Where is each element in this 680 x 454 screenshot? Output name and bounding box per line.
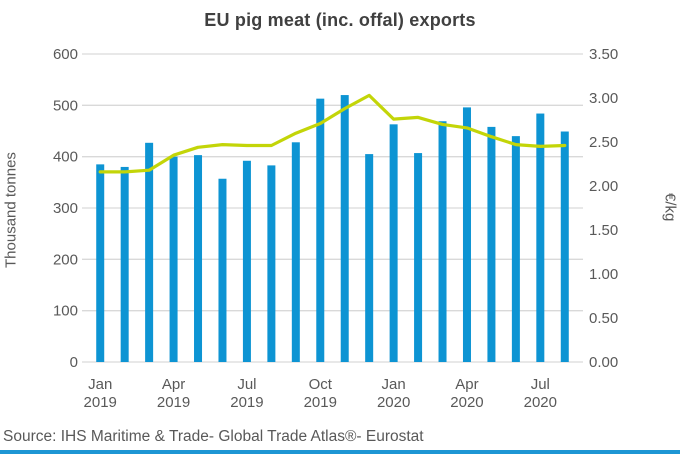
bar-Mar-2019 bbox=[145, 142, 154, 362]
bar-Jul-2019 bbox=[242, 160, 251, 362]
x-axis-tick-month: Apr bbox=[162, 376, 185, 393]
chart-title: EU pig meat (inc. offal) exports bbox=[204, 10, 476, 30]
x-axis-tick-month: Jul bbox=[237, 376, 256, 393]
bar-Jul-2020 bbox=[536, 113, 545, 363]
source-attribution: Source: IHS Maritime & Trade- Global Tra… bbox=[3, 428, 424, 445]
bar-Feb-2019 bbox=[120, 166, 129, 362]
left-axis-title: Thousand tonnes bbox=[2, 152, 20, 268]
bar-Jun-2020 bbox=[511, 136, 520, 362]
bar-Aug-2020 bbox=[560, 131, 569, 362]
bar-Oct-2019 bbox=[316, 98, 325, 362]
bar-Jun-2019 bbox=[218, 178, 227, 362]
x-axis-tick-year: 2020 bbox=[450, 394, 483, 411]
bar-Aug-2019 bbox=[267, 165, 276, 362]
x-axis-tick-year: 2019 bbox=[304, 394, 337, 411]
x-axis-tick-year: 2019 bbox=[157, 394, 190, 411]
left-axis-tick-label: 300 bbox=[53, 200, 78, 217]
left-axis-tick-label: 0 bbox=[70, 354, 78, 371]
bottom-accent-bar bbox=[0, 450, 680, 454]
bar-Nov-2019 bbox=[340, 95, 349, 363]
right-axis-title: €/kg bbox=[661, 192, 679, 222]
left-axis-tick-label: 100 bbox=[53, 303, 78, 320]
chart-canvas: 0 100 200 300 400 500 600 0.00 0.50 1.00 1.50 2.00 2… bbox=[53, 46, 618, 411]
left-axis-tick-label: 400 bbox=[53, 149, 78, 166]
x-axis-tick-year: 2020 bbox=[377, 394, 410, 411]
right-axis-tick-label: 3.50 bbox=[589, 46, 618, 63]
bar-Apr-2020 bbox=[462, 107, 471, 363]
x-axis-tick-month: Oct bbox=[309, 376, 333, 393]
x-axis-tick-month: Jul bbox=[531, 376, 550, 393]
bar-Jan-2020 bbox=[389, 124, 398, 363]
left-axis-tick-label: 600 bbox=[53, 46, 78, 63]
right-axis-tick-label: 2.50 bbox=[589, 134, 618, 151]
bar-May-2019 bbox=[194, 155, 203, 362]
right-axis-tick-label: 1.00 bbox=[589, 266, 618, 283]
bar-Apr-2019 bbox=[169, 156, 178, 362]
x-axis-tick-month: Jan bbox=[382, 376, 406, 393]
right-axis-tick-label: 3.00 bbox=[589, 90, 618, 107]
x-axis-tick-year: 2019 bbox=[230, 394, 263, 411]
bar-Mar-2020 bbox=[438, 121, 447, 362]
bar-Dec-2019 bbox=[365, 154, 374, 362]
bar-Feb-2020 bbox=[414, 153, 423, 362]
right-axis-tick-label: 0.50 bbox=[589, 310, 618, 327]
bar-Sep-2019 bbox=[291, 142, 300, 362]
x-axis-tick-month: Jan bbox=[88, 376, 112, 393]
x-axis-tick-month: Apr bbox=[455, 376, 478, 393]
x-axis-tick-year: 2019 bbox=[84, 394, 117, 411]
right-axis-tick-label: 2.00 bbox=[589, 178, 618, 195]
x-axis-tick-year: 2020 bbox=[524, 394, 557, 411]
price-line bbox=[98, 93, 567, 174]
bar-Jan-2019 bbox=[96, 164, 105, 362]
left-axis-tick-label: 200 bbox=[53, 251, 78, 268]
left-axis-tick-label: 500 bbox=[53, 97, 78, 114]
right-axis-tick-label: 0.00 bbox=[589, 354, 618, 371]
bar-May-2020 bbox=[487, 126, 496, 362]
right-axis-tick-label: 1.50 bbox=[589, 222, 618, 239]
